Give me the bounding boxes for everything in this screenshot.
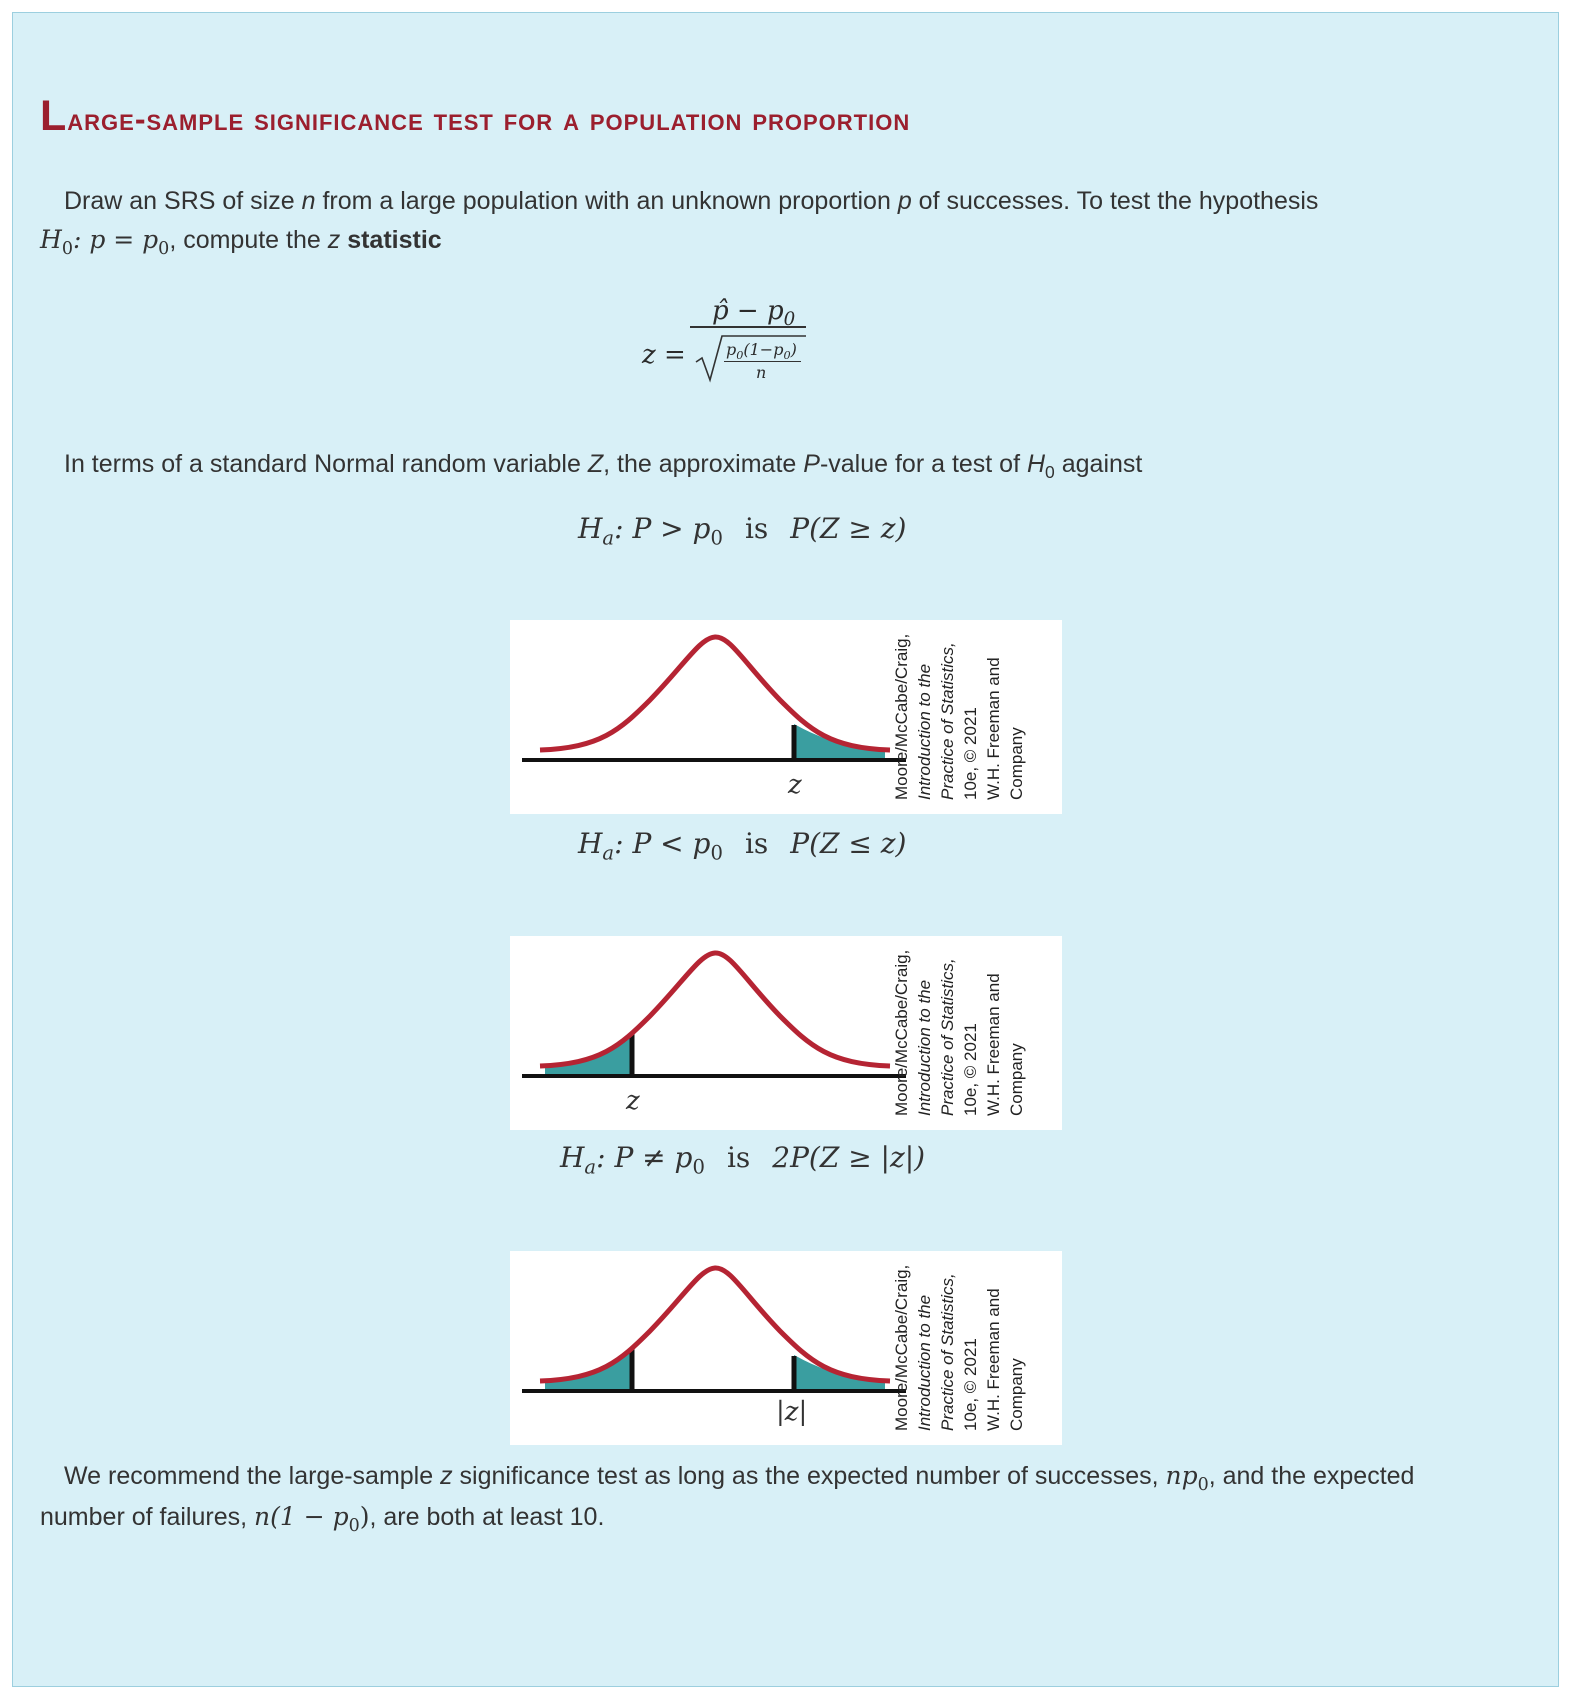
shaded-upper-tail [794, 1355, 885, 1390]
normal-curve-two-tails: |z| Moore/McCabe/Craig, Introduction to t… [510, 1251, 1062, 1445]
box-title: Large-sample significance test for a pop… [40, 92, 911, 140]
hypothesis-upper: Ha: P > p0 is P(Z ≥ z) [578, 512, 907, 550]
z-label: z [626, 1086, 640, 1116]
statistic-term: statistic [347, 226, 442, 254]
intro-paragraph-line2: H0: p = p0, compute the z statistic [40, 225, 442, 259]
inner-numerator: p0(1−p0) [726, 340, 797, 363]
normal-curve [539, 634, 891, 753]
z-label: z [788, 770, 802, 800]
shaded-lower-tail [545, 1349, 632, 1390]
abs-z-label: |z| [776, 1397, 808, 1427]
closing-paragraph: We recommend the large-sample z signific… [64, 1461, 1415, 1495]
fraction-bar [690, 326, 806, 328]
figure-credit: Moore/McCabe/Craig, Introduction to the Pr… [892, 949, 1026, 1116]
pvalue-paragraph: In terms of a standard Normal random var… [64, 450, 1143, 482]
shaded-upper-tail [794, 724, 885, 759]
shaded-lower-tail [545, 1034, 632, 1075]
intro-paragraph: Draw an SRS of size n from a large popul… [64, 187, 1319, 215]
sqrt-sign [695, 335, 806, 383]
formula-numerator: p̂ − p0 [712, 296, 796, 331]
normal-curve [539, 1265, 891, 1384]
formula-lhs: z = [642, 340, 686, 370]
normal-curve [539, 950, 891, 1069]
figure-credit: Moore/McCabe/Craig, Introduction to the Pr… [892, 1264, 1026, 1431]
normal-curve-upper-tail: z Moore/McCabe/Craig, Introduction to the… [510, 620, 1062, 814]
inner-fraction-bar [724, 361, 801, 362]
figure-credit: Moore/McCabe/Craig, Introduction to the Pr… [892, 633, 1026, 800]
hypothesis-two-sided: Ha: P ≠ p0 is 2P(Z ≥ |z|) [560, 1141, 926, 1179]
inner-denominator: n [756, 363, 767, 382]
hypothesis-lower: Ha: P < p0 is P(Z ≤ z) [578, 827, 907, 865]
closing-paragraph-line2: number of failures, n(1 − p0), are both … [40, 1502, 605, 1536]
normal-curve-lower-tail: z Moore/McCabe/Craig, Introduction to the… [510, 936, 1062, 1130]
